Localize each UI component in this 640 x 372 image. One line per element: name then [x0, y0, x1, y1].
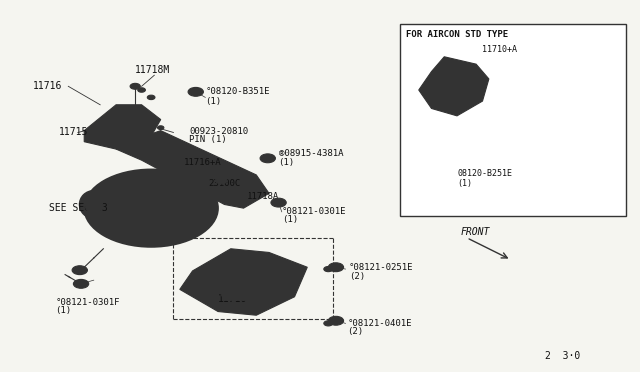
Text: °08121-0301E: °08121-0301E	[282, 206, 346, 216]
Circle shape	[436, 174, 452, 183]
Text: B: B	[442, 176, 446, 181]
Text: 11710: 11710	[218, 294, 248, 304]
Ellipse shape	[85, 195, 102, 214]
Circle shape	[246, 269, 266, 280]
Text: 00923-20810: 00923-20810	[189, 127, 248, 136]
Circle shape	[324, 321, 333, 326]
Bar	[399, 23, 626, 215]
Text: 11716+A: 11716+A	[184, 157, 222, 167]
Circle shape	[328, 263, 344, 272]
Text: 23100C: 23100C	[209, 179, 241, 187]
Text: (1): (1)	[278, 158, 294, 167]
Circle shape	[72, 266, 88, 275]
Circle shape	[175, 227, 185, 233]
Text: FOR AIRCON STD TYPE: FOR AIRCON STD TYPE	[406, 30, 508, 39]
Text: (2): (2)	[349, 272, 365, 281]
Circle shape	[328, 316, 344, 325]
Circle shape	[239, 279, 248, 285]
Circle shape	[138, 88, 145, 92]
Circle shape	[108, 183, 195, 233]
Circle shape	[130, 83, 140, 89]
Text: (1): (1)	[282, 215, 298, 224]
Text: °08121-0301F: °08121-0301F	[56, 298, 120, 307]
Text: B: B	[78, 268, 82, 273]
Text: SEE SEC.231: SEE SEC.231	[49, 203, 114, 213]
Text: PIN (1): PIN (1)	[189, 135, 227, 144]
Circle shape	[194, 179, 204, 185]
Text: B: B	[194, 89, 198, 94]
Circle shape	[324, 266, 333, 272]
Circle shape	[518, 99, 524, 103]
Circle shape	[271, 198, 286, 207]
Text: (1): (1)	[205, 97, 221, 106]
Text: (1): (1)	[56, 306, 72, 315]
Text: °08120-B351E: °08120-B351E	[205, 87, 270, 96]
Text: °08121-0251E: °08121-0251E	[349, 263, 413, 272]
Text: 11718A: 11718A	[246, 192, 279, 201]
Circle shape	[157, 126, 164, 129]
Text: ®08915-4381A: ®08915-4381A	[278, 149, 343, 158]
Text: FRONT: FRONT	[460, 227, 490, 237]
Text: 2  3·0: 2 3·0	[545, 351, 580, 361]
Text: B: B	[334, 318, 338, 323]
Circle shape	[251, 272, 261, 278]
Circle shape	[513, 97, 529, 106]
Circle shape	[188, 87, 204, 96]
Text: B: B	[334, 265, 338, 270]
Text: 11710+A: 11710+A	[483, 45, 518, 54]
Text: B: B	[276, 200, 280, 205]
Circle shape	[260, 154, 275, 163]
Circle shape	[128, 195, 175, 222]
Circle shape	[74, 279, 89, 288]
Circle shape	[239, 190, 248, 196]
Circle shape	[234, 276, 253, 288]
Ellipse shape	[79, 190, 108, 218]
Text: °08121-0401E: °08121-0401E	[348, 319, 412, 328]
Circle shape	[84, 169, 218, 247]
Text: B: B	[79, 281, 83, 286]
Text: 11718M: 11718M	[135, 65, 170, 75]
Polygon shape	[419, 57, 489, 116]
Polygon shape	[212, 263, 282, 301]
Circle shape	[147, 95, 155, 100]
Polygon shape	[180, 249, 307, 315]
Polygon shape	[116, 131, 269, 208]
Text: 11716: 11716	[33, 81, 63, 91]
Text: 08120-B251E
(1): 08120-B251E (1)	[457, 169, 512, 188]
Text: (2): (2)	[348, 327, 364, 336]
Text: N: N	[266, 156, 269, 161]
Text: 11715: 11715	[59, 128, 88, 138]
Polygon shape	[84, 105, 161, 149]
Circle shape	[216, 177, 227, 184]
